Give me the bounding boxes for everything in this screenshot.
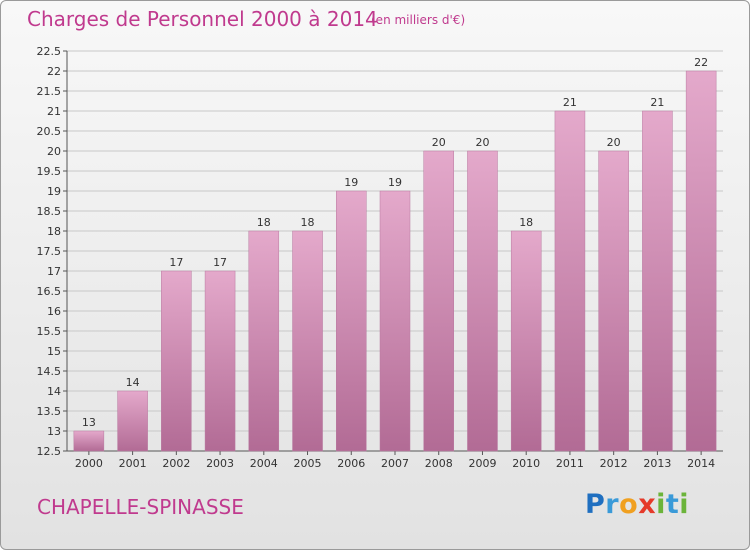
bar-2003 [204,270,236,452]
proxiti-logo: Proxiti [585,489,690,520]
value-label-2000: 13 [82,416,96,429]
value-label-2002: 17 [169,256,183,269]
x-tick-label-2010: 2010 [512,457,540,470]
bar-2000 [73,430,105,452]
bar-2004 [248,230,280,452]
bar-2001 [117,390,148,452]
labels: 12.5 13 13.5 14 14.5 15 15.5 16 16.5 17 17.5 18 18.5… [37,45,716,470]
bar-2009 [467,150,498,452]
y-tick-label: 13 [47,425,61,438]
value-label-2011: 21 [563,96,577,109]
value-label-2004: 18 [257,216,271,229]
value-label-2009: 20 [475,136,489,149]
y-tick-label: 16.5 [37,285,62,298]
x-tick-label-2005: 2005 [294,457,322,470]
y-tick-label: 21.5 [37,85,62,98]
y-tick-label: 16 [47,305,61,318]
bar-2011 [554,110,586,452]
value-label-2010: 18 [519,216,533,229]
x-tick-label-2004: 2004 [250,457,278,470]
bar-2006 [336,190,367,452]
y-tick-label: 18.5 [37,205,62,218]
chart-unit-note: (en milliers d'€) [371,13,466,27]
y-tick-label: 19.5 [37,165,62,178]
y-tick-label: 17.5 [37,245,62,258]
x-tick-label-2006: 2006 [337,457,365,470]
y-tick-label: 17 [47,265,61,278]
x-tick-label-2008: 2008 [425,457,453,470]
y-tick-label: 22 [47,65,61,78]
bar-2013 [642,110,673,452]
bar-2008 [423,150,454,452]
bar-2010 [510,230,542,452]
y-tick-label: 12.5 [37,445,62,458]
bars [73,70,717,452]
value-label-2003: 17 [213,256,227,269]
bar-2005 [292,230,323,452]
x-tick-label-2014: 2014 [687,457,715,470]
y-tick-label: 20.5 [37,125,62,138]
value-label-2012: 20 [607,136,621,149]
value-label-2005: 18 [301,216,315,229]
x-tick-label-2013: 2013 [643,457,671,470]
commune-name: CHAPELLE-SPINASSE [37,495,244,519]
value-label-2006: 19 [344,176,358,189]
value-label-2007: 19 [388,176,402,189]
chart-title: Charges de Personnel 2000 à 2014 [27,7,378,31]
y-tick-label: 19 [47,185,61,198]
y-tick-label: 22.5 [37,45,62,58]
value-label-2008: 20 [432,136,446,149]
y-tick-label: 15.5 [37,325,62,338]
bar-2002 [161,270,192,452]
y-tick-label: 14.5 [37,365,62,378]
bar-2007 [379,190,411,452]
x-tick-label-2009: 2009 [468,457,496,470]
x-tick-label-2012: 2012 [600,457,628,470]
bar-2014 [685,70,717,452]
y-tick-label: 18 [47,225,61,238]
x-tick-label-2011: 2011 [556,457,584,470]
y-tick-label: 20 [47,145,61,158]
x-tick-label-2000: 2000 [75,457,103,470]
x-tick-label-2002: 2002 [162,457,190,470]
x-tick-label-2003: 2003 [206,457,234,470]
y-tick-label: 13.5 [37,405,62,418]
y-tick-label: 15 [47,345,61,358]
value-label-2001: 14 [126,376,140,389]
y-tick-label: 21 [47,105,61,118]
value-label-2013: 21 [650,96,664,109]
x-tick-label-2001: 2001 [119,457,147,470]
value-label-2014: 22 [694,56,708,69]
x-tick-label-2007: 2007 [381,457,409,470]
y-tick-label: 14 [47,385,61,398]
bar-2012 [598,150,629,452]
